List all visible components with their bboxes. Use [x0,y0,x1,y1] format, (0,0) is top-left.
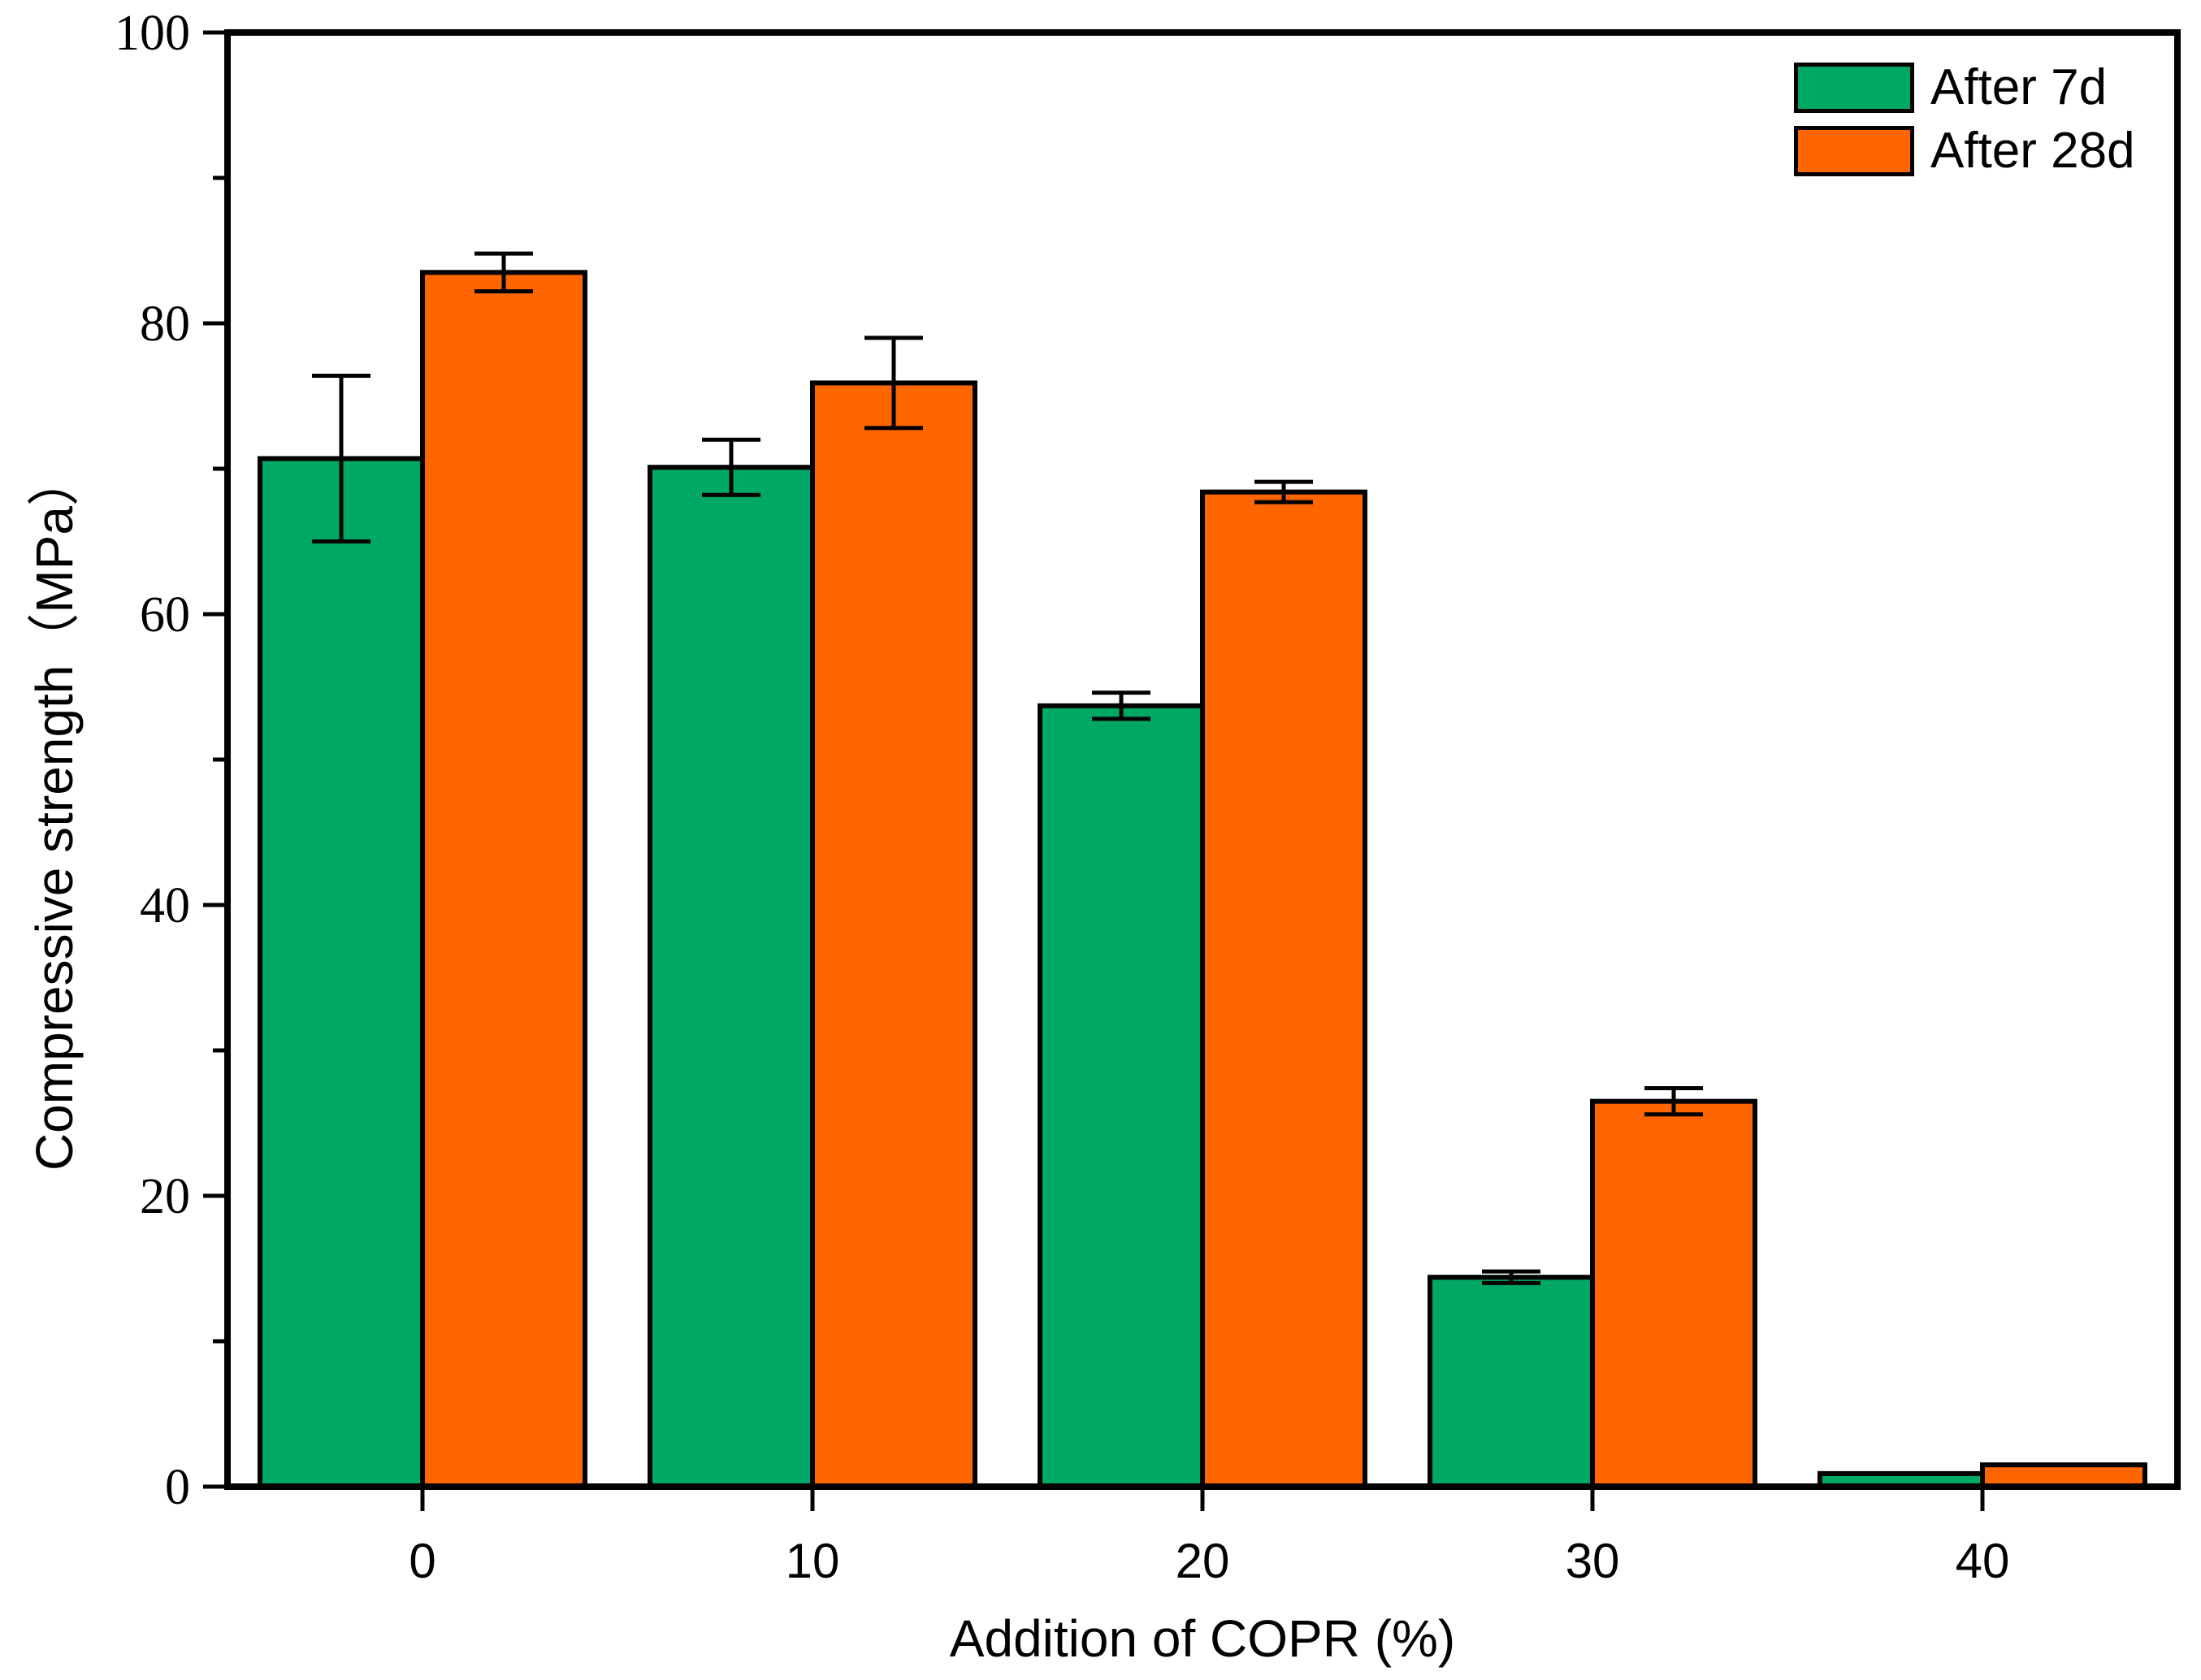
y-tick-label-100: 100 [115,6,190,61]
legend-item-after-28d: After 28d [1794,123,2135,179]
bar-after-28d-20 [1200,489,1367,1489]
y-tick-label-0: 0 [165,1460,190,1515]
legend-item-after-7d: After 7d [1794,60,2135,115]
bar-after-7d-0 [258,456,425,1489]
bar-after-28d-30 [1590,1098,1757,1490]
legend-label-after-28d: After 28d [1930,123,2135,179]
legend: After 7d After 28d [1794,60,2135,187]
error-bar-after-7d-10 [702,437,760,497]
y-tick-label-80: 80 [140,297,190,352]
y-tick-label-60: 60 [140,587,190,643]
error-bar-after-7d-30 [1482,1269,1540,1285]
x-tick-label-30: 30 [1566,1534,1620,1588]
bar-after-28d-0 [420,270,587,1490]
legend-label-after-7d: After 7d [1930,59,2108,115]
x-tick-label-10: 10 [786,1534,840,1588]
error-bar-after-28d-20 [1254,479,1313,504]
error-bar-after-28d-0 [474,251,533,294]
error-bar-after-7d-0 [312,373,370,543]
legend-swatch-after-28d [1794,126,1914,176]
x-tick-label-0: 0 [409,1534,435,1588]
y-tick-label-20: 20 [140,1169,190,1224]
error-bar-after-28d-30 [1644,1086,1703,1117]
x-tick-label-20: 20 [1176,1534,1230,1588]
error-bar-after-7d-20 [1092,691,1150,721]
bar-after-28d-40 [1980,1462,2147,1490]
y-tick-label-40: 40 [140,878,190,933]
bar-after-7d-20 [1038,703,1205,1489]
bar-after-7d-10 [648,465,815,1490]
y-axis-title: Compressive strength（MPa） [25,453,84,1171]
bar-after-7d-30 [1428,1275,1595,1489]
error-bar-after-28d-10 [864,336,923,431]
legend-swatch-after-7d [1794,63,1914,113]
bar-after-28d-10 [810,380,977,1489]
x-axis-title: Addition of COPR (%) [949,1609,1456,1668]
x-tick-label-40: 40 [1956,1534,2010,1588]
